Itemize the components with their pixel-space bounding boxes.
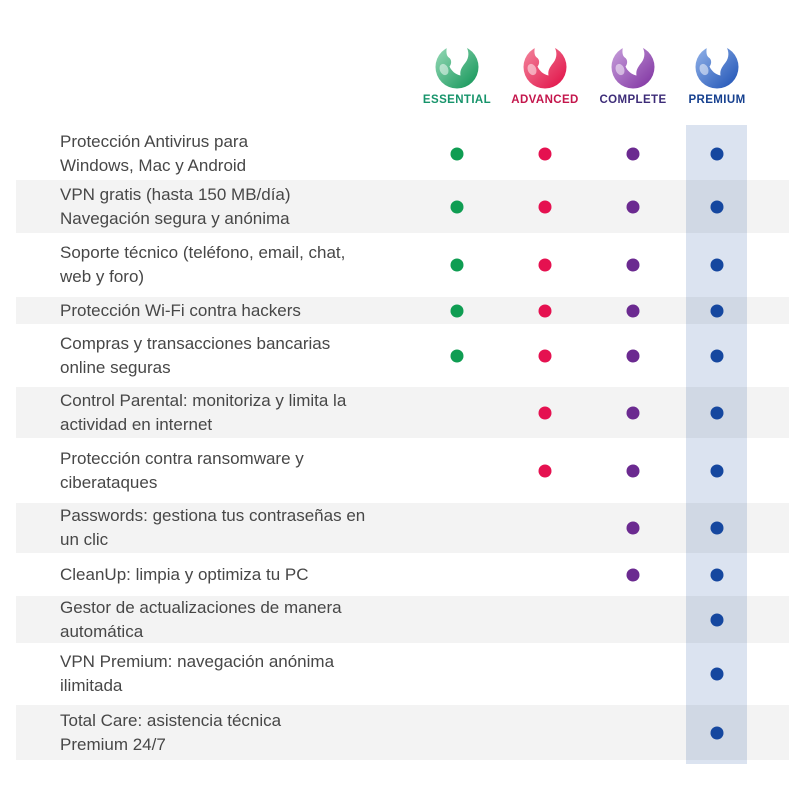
feature-row: Soporte técnico (teléfono, email, chat, w… <box>16 233 789 297</box>
plan-column-essential: ESSENTIAL <box>397 42 517 106</box>
included-dot-advanced <box>538 406 552 419</box>
plan-name-label: ADVANCED <box>511 94 579 106</box>
included-dot-premium <box>710 349 724 362</box>
feature-row: Total Care: asistencia técnica Premium 24… <box>16 705 789 760</box>
panda-logo-icon <box>523 42 567 89</box>
included-dot-premium <box>710 304 724 317</box>
panda-logo-icon <box>435 42 479 89</box>
included-dot-complete <box>626 147 640 161</box>
feature-row: CleanUp: limpia y optimiza tu PC <box>16 553 789 596</box>
premium-column-highlight <box>686 125 747 764</box>
included-dot-essential <box>450 349 464 362</box>
feature-row: VPN Premium: navegación anónima ilimitada <box>16 643 789 705</box>
included-dot-essential <box>450 304 464 317</box>
plan-name-label: ESSENTIAL <box>422 94 492 106</box>
included-dot-premium <box>710 258 724 272</box>
included-dot-premium <box>710 464 724 477</box>
feature-label: Protección Wi-Fi contra hackers <box>60 300 301 320</box>
included-dot-essential <box>450 147 464 161</box>
included-dot-complete <box>626 568 640 581</box>
plan-name-label: PREMIUM <box>688 94 746 106</box>
plan-column-complete: COMPLETE <box>573 42 693 106</box>
included-dot-advanced <box>538 304 552 317</box>
feature-label: Gestor de actualizaciones de manera autom… <box>60 597 342 641</box>
panda-logo-icon <box>695 42 739 89</box>
plan-column-premium: PREMIUM <box>657 42 777 106</box>
panda-logo-icon <box>611 42 655 89</box>
plan-column-advanced: ADVANCED <box>485 42 605 106</box>
included-dot-essential <box>450 258 464 272</box>
included-dot-advanced <box>538 147 552 161</box>
included-dot-essential <box>450 200 464 213</box>
included-dot-complete <box>626 521 640 535</box>
feature-label: Protección contra ransomware y ciberataqu… <box>60 448 304 492</box>
included-dot-advanced <box>538 464 552 477</box>
included-dot-premium <box>710 613 724 626</box>
feature-row: Control Parental: monitoriza y limita la… <box>16 387 789 438</box>
included-dot-complete <box>626 349 640 362</box>
feature-row: Protección contra ransomware y ciberataqu… <box>16 438 789 503</box>
included-dot-premium <box>710 406 724 419</box>
included-dot-complete <box>626 464 640 477</box>
included-dot-advanced <box>538 349 552 362</box>
included-dot-complete <box>626 200 640 213</box>
feature-row: Protección Antivirus para Windows, Mac y … <box>16 128 789 180</box>
feature-row: Gestor de actualizaciones de manera autom… <box>16 596 789 643</box>
feature-label: Total Care: asistencia técnica Premium 24… <box>60 710 282 754</box>
included-dot-premium <box>710 521 724 535</box>
feature-row: Compras y transacciones bancarias online … <box>16 324 789 387</box>
included-dot-premium <box>710 200 724 213</box>
feature-label: VPN Premium: navegación anónima ilimitada <box>60 652 335 695</box>
included-dot-premium <box>710 568 724 581</box>
feature-label: Control Parental: monitoriza y limita la… <box>60 390 347 434</box>
feature-row: VPN gratis (hasta 150 MB/día) Navegación … <box>16 180 789 233</box>
included-dot-complete <box>626 258 640 272</box>
plans-header: ESSENTIAL ADVANCED COMPLETE PREMIUM <box>0 0 800 125</box>
included-dot-advanced <box>538 258 552 272</box>
feature-label: Soporte técnico (teléfono, email, chat, w… <box>60 243 346 286</box>
feature-label: Compras y transacciones bancarias online … <box>60 333 331 377</box>
included-dot-premium <box>710 667 724 681</box>
feature-row: Passwords: gestiona tus contraseñas en un… <box>16 503 789 553</box>
included-dot-advanced <box>538 200 552 213</box>
feature-label: Protección Antivirus para Windows, Mac y … <box>60 132 249 175</box>
included-dot-premium <box>710 147 724 161</box>
feature-label: VPN gratis (hasta 150 MB/día) Navegación … <box>60 184 291 228</box>
included-dot-complete <box>626 304 640 317</box>
feature-rows: Protección Antivirus para Windows, Mac y … <box>16 128 789 760</box>
feature-row: Protección Wi-Fi contra hackers <box>16 297 789 324</box>
included-dot-premium <box>710 726 724 739</box>
feature-label: Passwords: gestiona tus contraseñas en un… <box>60 506 366 549</box>
plan-name-label: COMPLETE <box>599 94 667 106</box>
feature-label: CleanUp: limpia y optimiza tu PC <box>60 564 309 584</box>
included-dot-complete <box>626 406 640 419</box>
